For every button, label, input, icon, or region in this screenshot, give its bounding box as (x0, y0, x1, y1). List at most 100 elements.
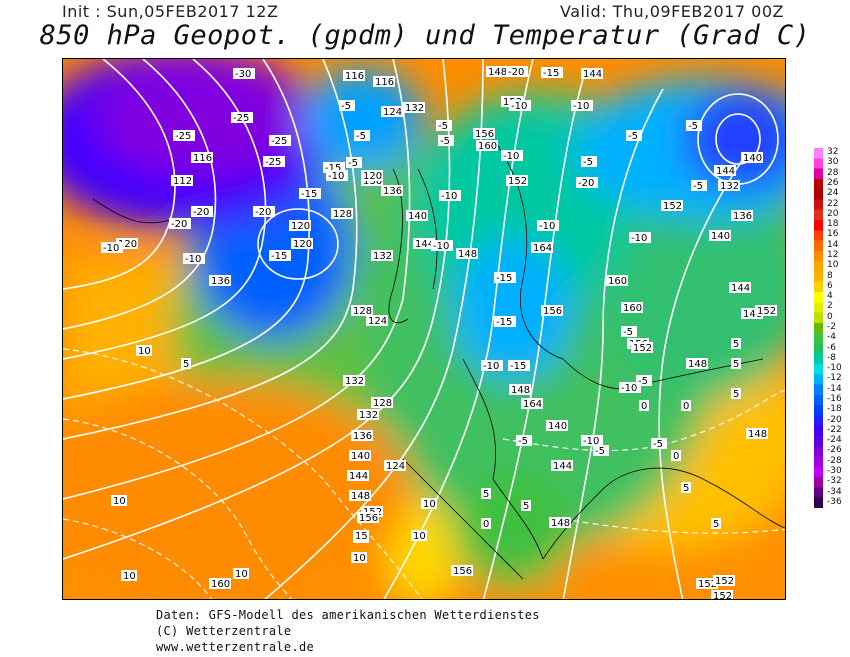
temperature-label-box (581, 156, 597, 167)
geopotential-label: 156 (453, 566, 472, 577)
temperature-label: 5 (733, 359, 739, 370)
geopotential-label-box (621, 302, 643, 313)
temperature-label-box (323, 162, 345, 173)
geopotential-isolines (63, 59, 779, 599)
temperature-label-box (326, 170, 348, 181)
temperature-label: 10 (138, 346, 151, 357)
geopotential-label-box (373, 76, 395, 87)
legend-value: -14 (827, 383, 842, 394)
temperature-label-box (353, 530, 369, 541)
temperature-label: -20 (508, 67, 524, 78)
geopotential-label-box (361, 170, 383, 181)
geopotential-label-box (476, 140, 498, 151)
geopotential-label-box (741, 152, 763, 163)
geopotential-label-box (531, 242, 553, 253)
temperature-label-box (354, 130, 370, 141)
geopotential-label: 124 (368, 316, 387, 327)
temperature-label-box (509, 100, 531, 111)
temperature-label: 10 (113, 496, 126, 507)
geopotential-label-box (713, 575, 735, 586)
legend-value: 10 (827, 260, 839, 271)
geopotential-label-box (546, 420, 568, 431)
temperature-label: -10 (433, 241, 449, 252)
temperature-label-box (516, 435, 532, 446)
geopotential-label-box (384, 460, 406, 471)
temperature-label: -5 (638, 376, 648, 387)
temperature-label: 15 (355, 531, 368, 542)
geopotential-label-box (456, 248, 478, 259)
temperature-label: -5 (356, 131, 366, 142)
temperature-label: 5 (733, 339, 739, 350)
geopotential-label: 160 (478, 141, 497, 152)
temperature-label-box (269, 250, 291, 261)
temperature-label-box (136, 345, 152, 356)
geopotential-label: 124 (386, 461, 405, 472)
temperature-label: 10 (413, 531, 426, 542)
geopotential-label: 136 (383, 186, 402, 197)
temperature-label: -10 (185, 254, 201, 265)
temperature-label-box (731, 358, 741, 369)
temperature-label: 10 (423, 499, 436, 510)
legend-value: 24 (827, 188, 839, 199)
temperature-label-box (681, 400, 691, 411)
temperature-label: -5 (628, 131, 638, 142)
geopotential-label-box (631, 342, 653, 353)
legend-value: 18 (827, 219, 839, 230)
geopotential-label: 144 (415, 239, 434, 250)
geopotential-label-box (289, 220, 311, 231)
temperature-label-box (269, 135, 291, 146)
geopotential-label: 140 (351, 451, 370, 462)
geopotential-label: 128 (333, 209, 352, 220)
temperature-label-box (351, 552, 367, 563)
geopotential-label: 148 (511, 385, 530, 396)
temperature-label-box (619, 382, 641, 393)
geopotential-label: 148 (688, 359, 707, 370)
temperature-label-box (231, 112, 253, 123)
legend-value: 14 (827, 239, 839, 250)
geopotential-label-box (746, 428, 768, 439)
temperature-label-box (481, 360, 503, 371)
geopotential-label: 152 (663, 201, 682, 212)
geopotential-label: 152 (715, 576, 734, 587)
temperature-label-box (508, 360, 530, 371)
geopotential-label-box (551, 460, 573, 471)
geopotential-label: 136 (353, 431, 372, 442)
geopotential-label-box (606, 275, 628, 286)
geopotential-label: 156 (359, 513, 378, 524)
geopotential-label: 132 (359, 410, 378, 421)
geopotential-label-box (171, 175, 193, 186)
temperature-label-box (481, 488, 491, 499)
temperature-legend (814, 148, 823, 508)
geopotential-label: 132 (405, 103, 424, 114)
temperature-label: -20 (578, 178, 594, 189)
legend-value: -18 (827, 404, 842, 415)
temperature-label-box (501, 150, 523, 161)
geopotential-label: 136 (211, 276, 230, 287)
temperature-label-box (121, 570, 137, 581)
temperature-label: 10 (235, 569, 248, 580)
temperature-label: -15 (325, 163, 341, 174)
temperature-label: -10 (621, 383, 637, 394)
legend-value: 8 (827, 270, 833, 281)
temperature-label-box (681, 482, 691, 493)
temperature-label-box (671, 450, 681, 461)
temperature-label-box (581, 435, 603, 446)
map-title: 850 hPa Geopot. (gpdm) und Temperatur (G… (39, 20, 811, 51)
legend-value: 26 (827, 178, 839, 188)
geopotential-label: 120 (291, 221, 310, 232)
temperature-label: -10 (328, 171, 344, 182)
geopotential-label-box (291, 238, 313, 249)
temperature-label-box (494, 316, 516, 327)
geopotential-label-box (366, 315, 388, 326)
geopotential-label: 136 (363, 176, 382, 187)
temperature-label-box (636, 375, 652, 386)
geopotential-label-box (116, 238, 138, 249)
geopotential-label-box (541, 305, 563, 316)
geopotential-label-box (331, 208, 353, 219)
temperature-label-box (339, 100, 355, 111)
temperature-label: -15 (543, 68, 559, 79)
geopotential-label-box (406, 210, 428, 221)
temperature-label-box (639, 400, 649, 411)
geopotential-label-box (709, 230, 731, 241)
temperature-label-box (101, 242, 123, 253)
